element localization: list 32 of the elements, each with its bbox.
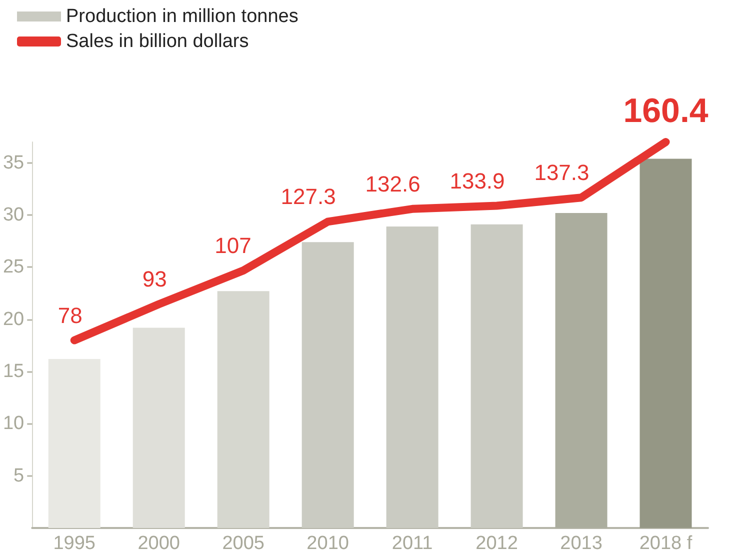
x-tick-label: 2010 <box>306 533 349 554</box>
bar <box>386 226 438 528</box>
y-tick-label: 35 <box>2 152 24 174</box>
y-tick-label: 20 <box>2 308 24 330</box>
legend-label: Sales in billion dollars <box>66 31 249 52</box>
y-tick-label: 25 <box>2 256 24 278</box>
x-tick-label: 2018 f <box>639 533 693 554</box>
bar <box>302 242 354 528</box>
bar <box>470 224 523 528</box>
data-label: 132.6 <box>365 171 420 196</box>
data-label: 133.9 <box>450 168 505 194</box>
data-label: 93 <box>142 266 167 292</box>
data-label: 160.4 <box>623 92 708 130</box>
bar <box>217 291 270 528</box>
x-tick-label: 2011 <box>392 533 433 554</box>
x-tick-label: 2000 <box>138 533 180 554</box>
data-label: 78 <box>58 302 82 328</box>
y-tick-label: 5 <box>14 465 24 486</box>
bar <box>640 158 692 528</box>
legend-label: Production in million tonnes <box>66 6 298 27</box>
x-tick-label: 1995 <box>53 533 96 554</box>
y-tick-label: 30 <box>2 204 24 226</box>
data-label: 107 <box>214 233 252 258</box>
y-tick-label: 15 <box>2 361 24 382</box>
bar <box>48 358 100 528</box>
x-tick-label: 2012 <box>476 533 518 554</box>
x-tick-label: 2005 <box>222 533 264 554</box>
data-label: 127.3 <box>280 184 336 210</box>
y-tick-label: 10 <box>2 413 24 434</box>
data-label: 137.3 <box>534 160 590 186</box>
bar <box>132 328 185 528</box>
x-tick-label: 2013 <box>560 533 602 554</box>
